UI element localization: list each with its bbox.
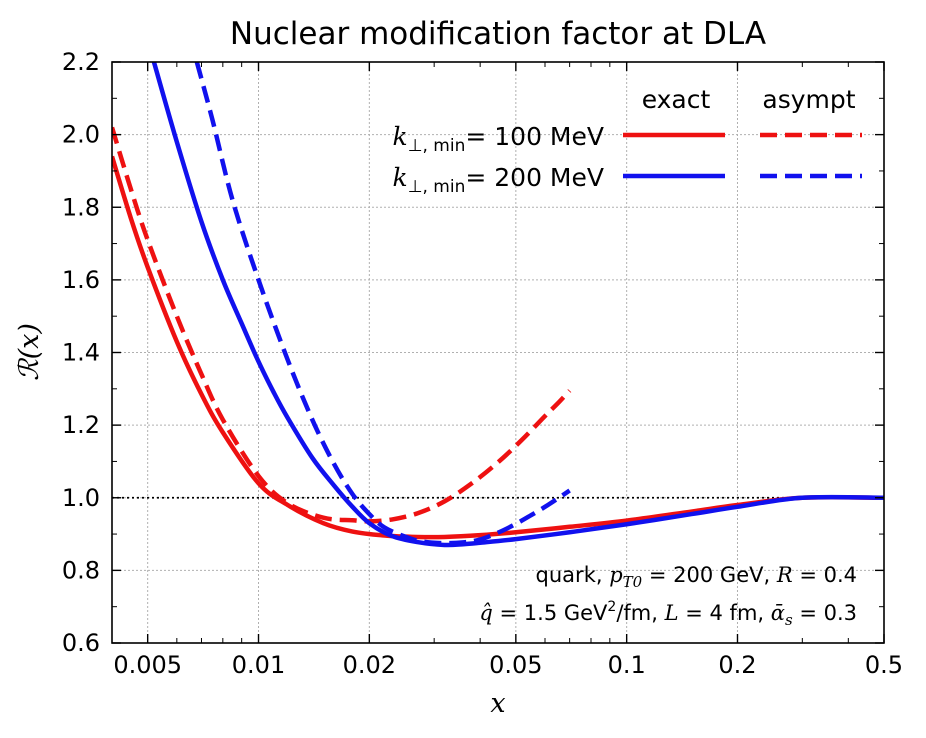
x-tick-label: 0.01: [232, 651, 285, 679]
y-tick-label: 1.6: [62, 266, 100, 294]
annotation-p-sub: T0: [623, 573, 643, 591]
annotation-p: p: [609, 563, 622, 587]
plot-frame: [111, 61, 885, 644]
y-tick-label: 1.0: [62, 484, 100, 512]
y-tick-label: 1.2: [62, 411, 100, 439]
legend-row-1-label: k⊥, min= 100 MeV: [393, 122, 604, 156]
annotation-qhat-value: = 1.5 GeV: [493, 601, 608, 625]
series-line-1: [112, 155, 884, 540]
series-line-2: [112, 126, 572, 524]
series-clip-group: [112, 62, 884, 548]
legend-header-asympt: asympt: [762, 85, 855, 114]
annotation-alpha-value: = 0.3: [793, 601, 857, 625]
annotation-alpha-sub: s: [785, 611, 793, 629]
series-line-3: [151, 62, 884, 548]
x-tick-label: 0.1: [608, 651, 646, 679]
x-tick-label: 0.02: [343, 651, 396, 679]
annotation-gev-sup: 2: [607, 599, 616, 615]
x-tick-label: 0.05: [489, 651, 542, 679]
annotation-R: R: [776, 563, 793, 587]
legend-row-2-label: k⊥, min= 200 MeV: [393, 163, 604, 197]
y-tick-label: 0.6: [62, 629, 100, 657]
y-tick-label: 1.4: [62, 339, 100, 367]
annotation-alpha: ᾱ: [771, 601, 785, 625]
legend-row-2-k-sub: ⊥, min: [408, 177, 466, 197]
y-tick-label: 0.8: [62, 556, 100, 584]
y-tick-label: 2.0: [62, 121, 100, 149]
x-tick-label: 0.005: [113, 651, 182, 679]
annotation-pt-value: = 200 GeV,: [642, 563, 777, 587]
x-axis-label: x: [490, 688, 505, 719]
y-axis-label: ℛ(x): [14, 323, 45, 381]
tick-labels: 0.005 0.01 0.02 0.05 0.1 0.2 0.5 0.6 0.8 1.0 1.2 1.…: [62, 48, 903, 679]
annotation-L: L: [664, 601, 679, 625]
chart-title: Nuclear modification factor at DLA: [230, 16, 766, 52]
y-tick-label: 2.2: [62, 48, 100, 76]
legend-row-2-k: k: [393, 163, 408, 192]
legend: exact asympt k⊥, min= 100 MeV k⊥, min= 2…: [393, 85, 862, 197]
series-group: [112, 62, 884, 548]
annotation-line-1: quark, pT0 = 200 GeV, R = 0.4: [536, 563, 857, 591]
annotation-fm: /fm,: [616, 601, 664, 625]
parameter-annotation: quark, pT0 = 200 GeV, R = 0.4 q̂ = 1.5 G…: [479, 563, 857, 629]
annotation-quark: quark,: [536, 563, 610, 587]
legend-row-1-k: k: [393, 122, 408, 151]
series-line-4: [194, 62, 571, 546]
legend-row-1-value: = 100 MeV: [465, 122, 604, 151]
legend-header-exact: exact: [642, 85, 711, 114]
x-tick-label: 0.5: [865, 651, 903, 679]
annotation-qhat: q̂: [479, 601, 492, 625]
annotation-R-value: = 0.4: [793, 563, 857, 587]
legend-row-2-value: = 200 MeV: [465, 163, 604, 192]
legend-row-1-k-sub: ⊥, min: [408, 136, 466, 156]
y-tick-label: 1.8: [62, 193, 100, 221]
annotation-L-value: = 4 fm,: [679, 601, 771, 625]
x-tick-label: 0.2: [718, 651, 756, 679]
annotation-line-2: q̂ = 1.5 GeV2/fm, L = 4 fm, ᾱs = 0.3: [479, 599, 857, 629]
